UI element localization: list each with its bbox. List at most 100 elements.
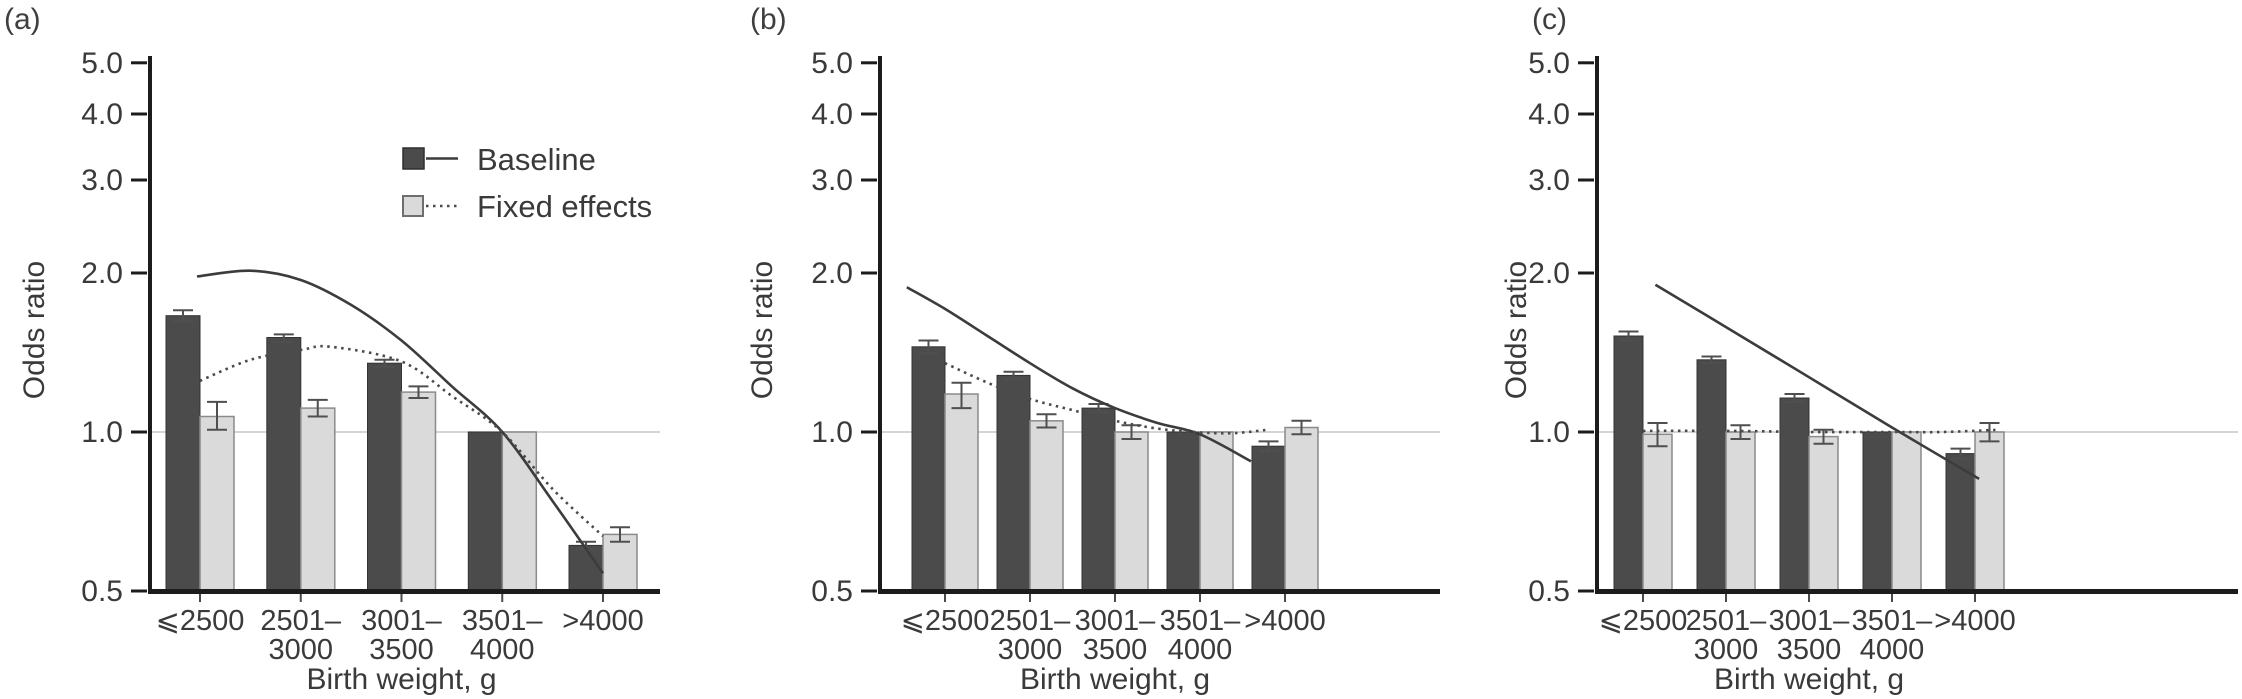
bar <box>199 415 235 592</box>
bar <box>266 337 302 592</box>
x-category-label: 3000 <box>1694 634 1759 666</box>
bar <box>367 362 402 592</box>
bars-baseline <box>1613 330 1976 592</box>
x-category-label: >4000 <box>1244 605 1325 637</box>
error-bar <box>273 333 294 344</box>
x-category-label: 3000 <box>268 634 333 666</box>
x-category-label: 4000 <box>470 634 535 666</box>
error-bar <box>1784 393 1805 403</box>
legend-fixed-effects-label: Fixed effects <box>477 189 652 224</box>
x-category-label: 3001– <box>361 605 443 637</box>
bar <box>1642 433 1673 592</box>
bar <box>1081 407 1116 592</box>
y-tick-label: 4.0 <box>811 98 853 131</box>
bar <box>602 533 638 592</box>
x-category-label: 3501– <box>462 605 544 637</box>
y-tick-label: 0.5 <box>81 575 123 608</box>
panel-c-label: (c) <box>1532 3 1567 36</box>
legend-baseline-swatch <box>402 147 425 170</box>
x-category-label: 2501– <box>1686 605 1768 637</box>
x-category-label: 3501– <box>1160 605 1242 637</box>
bar <box>400 391 437 592</box>
x-category-label: 2501– <box>260 605 342 637</box>
bar <box>1166 431 1201 592</box>
error-bar <box>207 400 227 431</box>
x-axis-title: Birth weight, g <box>1020 663 1210 696</box>
panel-b: (b) 5.0 4.0 3.0 2.0 1.0 0.5 ⩽2500 2501– 3000 3001… <box>740 0 1500 699</box>
bar <box>1613 335 1644 592</box>
bar <box>1284 426 1319 592</box>
error-bar <box>1647 422 1668 448</box>
x-category-label: 3000 <box>998 634 1063 666</box>
error-bar <box>951 381 972 410</box>
y-axis-title: Odds ratio <box>18 261 51 399</box>
y-tick-label: 1.0 <box>811 416 853 449</box>
y-tick-label: 1.0 <box>81 416 123 449</box>
bar <box>1251 445 1286 592</box>
y-tick-label: 0.5 <box>811 575 853 608</box>
error-bar <box>610 526 630 543</box>
x-category-label: 3500 <box>1777 634 1842 666</box>
axes: 5.0 4.0 3.0 2.0 1.0 0.5 ⩽2500 2501–3000 3001– 350… <box>81 47 660 666</box>
bar <box>1199 431 1234 592</box>
y-axis-title: Odds ratio <box>746 261 779 399</box>
y-tick-label: 3.0 <box>81 164 123 197</box>
x-category-label: ⩽2500 <box>156 605 245 637</box>
bar <box>501 431 538 592</box>
bar <box>1779 397 1810 592</box>
x-category-label: 3001– <box>1075 605 1157 637</box>
bar <box>1808 435 1839 592</box>
panel-c: (c) 5.0 4.0 3.0 2.0 1.0 0.5 ⩽2500 2501– 3000 3001… <box>1500 0 2242 699</box>
x-category-label: ⩽2500 <box>1599 605 1688 637</box>
y-tick-label: 4.0 <box>1528 98 1570 131</box>
y-tick-label: 2.0 <box>811 257 853 290</box>
bar <box>1862 431 1893 592</box>
x-category-label: >4000 <box>1934 605 2015 637</box>
error-bar <box>1258 440 1279 453</box>
x-category-label: 3501– <box>1852 605 1934 637</box>
y-tick-label: 0.5 <box>1528 575 1570 608</box>
panel-b-label: (b) <box>750 3 787 36</box>
error-bar <box>1730 424 1751 440</box>
y-tick-label: 3.0 <box>811 164 853 197</box>
y-tick-label: 4.0 <box>81 98 123 131</box>
bar <box>300 407 336 592</box>
bar <box>996 374 1031 592</box>
error-bar <box>1701 355 1722 365</box>
x-category-label: 4000 <box>1860 634 1925 666</box>
error-bar <box>1813 428 1834 445</box>
error-bar <box>408 385 429 399</box>
error-bar <box>1291 419 1312 436</box>
x-category-label: >4000 <box>562 605 643 637</box>
y-tick-label: 5.0 <box>811 47 853 80</box>
chart-a: 5.0 4.0 3.0 2.0 1.0 0.5 ⩽2500 2501–3000 3001– 350… <box>18 47 660 696</box>
bars-fixed-effects <box>1642 422 2005 592</box>
bar <box>165 315 201 592</box>
bar <box>1696 359 1727 592</box>
trend-fixed-effects-curve <box>199 344 604 538</box>
panel-a: (a) 5.0 4.0 3.0 2.0 1.0 0.5 ⩽2500 2501– 3000 3001… <box>0 0 740 699</box>
trend-baseline-curve <box>196 269 605 575</box>
bar <box>1974 431 2005 592</box>
chart-b: 5.0 4.0 3.0 2.0 1.0 0.5 ⩽2500 2501–3000 3001–350… <box>746 47 1440 696</box>
legend: Baseline Fixed effects <box>402 142 652 224</box>
error-bar <box>374 358 395 368</box>
y-tick-label: 2.0 <box>81 257 123 290</box>
trend-baseline-curve <box>1654 283 1980 481</box>
x-category-label: 2501– <box>990 605 1072 637</box>
legend-baseline-label: Baseline <box>477 142 596 177</box>
y-tick-label: 1.0 <box>1528 416 1570 449</box>
error-bar <box>1618 330 1639 342</box>
bar <box>1891 431 1922 592</box>
y-tick-label: 2.0 <box>1528 257 1570 290</box>
error-bar <box>1003 370 1024 380</box>
y-tick-label: 5.0 <box>81 47 123 80</box>
x-category-label: 3500 <box>1083 634 1148 666</box>
error-bar <box>1950 447 1971 460</box>
x-axis-title: Birth weight, g <box>1714 663 1904 696</box>
bar <box>1725 431 1756 592</box>
bar <box>1114 431 1149 592</box>
error-bar <box>918 339 939 355</box>
